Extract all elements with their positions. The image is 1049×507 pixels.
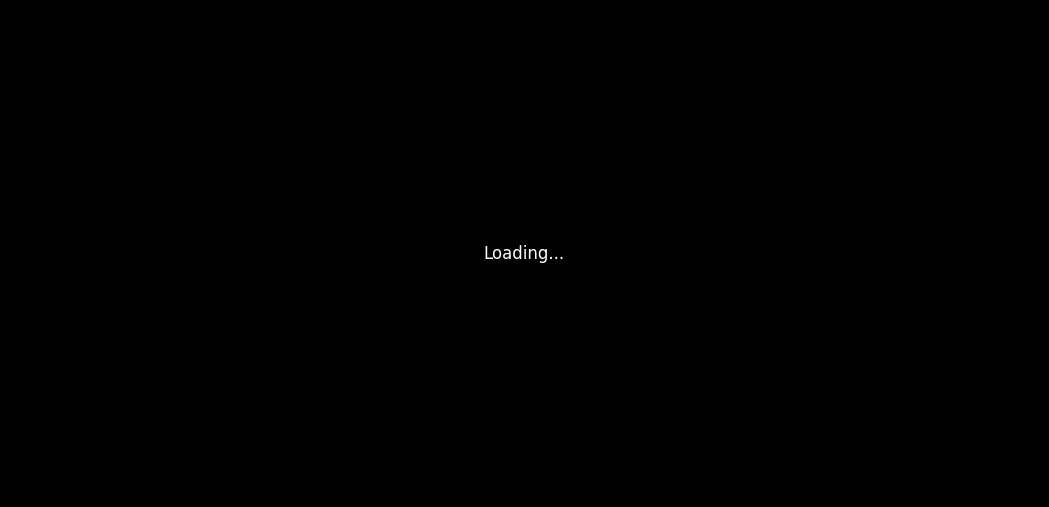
Text: Loading...: Loading... — [484, 245, 564, 263]
